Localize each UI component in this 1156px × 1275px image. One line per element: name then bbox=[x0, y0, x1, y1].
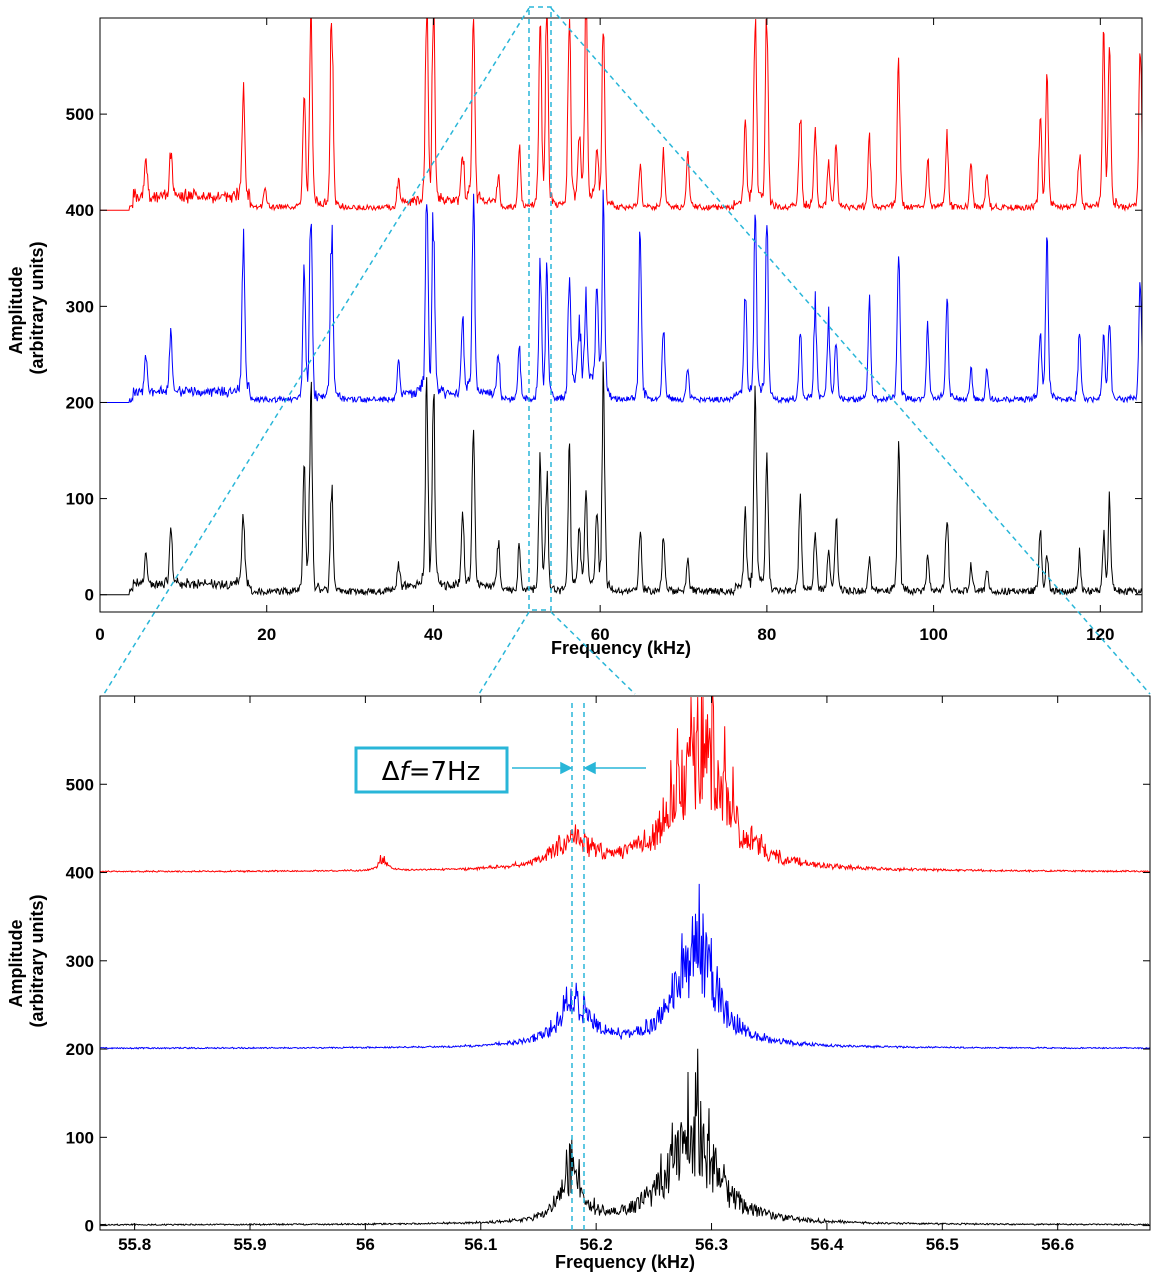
overview-x-tick-label: 20 bbox=[257, 625, 276, 644]
zoom-series-0-line bbox=[100, 1048, 1151, 1227]
overview-x-tick-label: 60 bbox=[591, 625, 610, 644]
zoom-x-axis-title: Frequency (kHz) bbox=[555, 1252, 695, 1272]
zoom-y-axis-title: Amplitude (arbitrary units) bbox=[6, 894, 47, 1027]
delta-f-annotation: Δf=7Hz bbox=[354, 746, 646, 794]
zoom-region-box-top bbox=[528, 6, 552, 611]
zoom-guide-right-outer bbox=[550, 7, 1151, 695]
overview-y-tick-label: 400 bbox=[66, 201, 94, 220]
overview-y-axis-title: Amplitude (arbitrary units) bbox=[6, 241, 47, 374]
zoom-x-tick-label: 56.6 bbox=[1041, 1235, 1074, 1254]
overview-x-axis-title: Frequency (kHz) bbox=[551, 638, 691, 658]
overview-x-tick-label: 0 bbox=[95, 625, 104, 644]
zoom-x-tick-label: 56.3 bbox=[695, 1235, 728, 1254]
overview-y-tick-label: 500 bbox=[66, 105, 94, 124]
zoom-y-tick-label: 400 bbox=[66, 864, 94, 883]
zoom-x-tick-label: 56.4 bbox=[810, 1235, 844, 1254]
zoom-guide-left-inner bbox=[478, 611, 530, 695]
delta-f-box bbox=[354, 746, 509, 794]
delta-value: =7Hz bbox=[409, 757, 481, 787]
zoom-guides bbox=[103, 6, 1151, 1230]
overview-series-0-line bbox=[100, 361, 1143, 597]
zoom-y-axis-title-line-2: (arbitrary units) bbox=[27, 894, 47, 1027]
zoom-frame bbox=[99, 695, 1151, 1231]
overview-frame bbox=[99, 17, 1143, 613]
zoom-series-2-line bbox=[99, 696, 1151, 874]
overview-y-axis-title-line-1: Amplitude bbox=[6, 267, 26, 355]
zoom-series-1-line bbox=[100, 883, 1151, 1050]
zoom-series-group bbox=[99, 696, 1151, 1227]
zoom-y-tick-label: 500 bbox=[66, 775, 94, 794]
overview-x-tick-label: 80 bbox=[757, 625, 776, 644]
zoom-y-tick-label: 100 bbox=[66, 1128, 94, 1147]
delta-symbol: Δ bbox=[382, 757, 400, 787]
overview-x-tick-label: 120 bbox=[1086, 625, 1114, 644]
overview-y-tick-label: 100 bbox=[66, 490, 94, 509]
overview-chart: 0 20 40 60 80 100 120 0 100 200 300 400 500 Frequen… bbox=[6, 17, 1143, 658]
overview-x-tick-label: 40 bbox=[424, 625, 443, 644]
zoom-y-ticks: 0 100 200 300 400 500 bbox=[66, 775, 1150, 1236]
overview-x-ticks: 0 20 40 60 80 100 120 bbox=[95, 18, 1115, 644]
zoom-x-ticks: 55.8 55.9 56 56.1 56.2 56.3 56.4 56.5 56.6 bbox=[118, 696, 1074, 1254]
zoom-guide-right-inner bbox=[550, 611, 636, 695]
delta-arrow-left-head bbox=[560, 761, 573, 775]
overview-y-tick-label: 200 bbox=[66, 393, 94, 412]
overview-x-tick-label: 100 bbox=[919, 625, 947, 644]
overview-series-2-line bbox=[100, 18, 1143, 212]
zoom-y-tick-label: 0 bbox=[85, 1217, 94, 1236]
overview-y-axis-title-line-2: (arbitrary units) bbox=[27, 241, 47, 374]
zoom-x-tick-label: 55.9 bbox=[233, 1235, 266, 1254]
overview-y-tick-label: 300 bbox=[66, 297, 94, 316]
delta-f-label: Δf=7Hz bbox=[382, 757, 480, 787]
overview-plot-area bbox=[99, 17, 1143, 613]
delta-arrow-right-head bbox=[583, 761, 596, 775]
zoom-x-tick-label: 56.5 bbox=[926, 1235, 959, 1254]
zoom-y-axis-title-line-1: Amplitude bbox=[6, 920, 26, 1008]
zoom-y-tick-label: 300 bbox=[66, 952, 94, 971]
zoom-y-tick-label: 200 bbox=[66, 1040, 94, 1059]
zoom-x-tick-label: 56.1 bbox=[464, 1235, 497, 1254]
zoom-plot-area bbox=[100, 696, 1150, 1230]
overview-series-1-line bbox=[100, 189, 1143, 405]
overview-y-tick-label: 0 bbox=[85, 586, 94, 605]
zoom-x-tick-label: 56.2 bbox=[580, 1235, 613, 1254]
overview-series-group bbox=[100, 18, 1143, 597]
zoom-x-tick-label: 56 bbox=[356, 1235, 375, 1254]
zoom-x-tick-label: 55.8 bbox=[118, 1235, 151, 1254]
zoom-chart: 55.8 55.9 56 56.1 56.2 56.3 56.4 56.5 56.6 0 100 2… bbox=[6, 695, 1151, 1272]
overview-y-ticks: 0 100 200 300 400 500 bbox=[66, 105, 1142, 605]
